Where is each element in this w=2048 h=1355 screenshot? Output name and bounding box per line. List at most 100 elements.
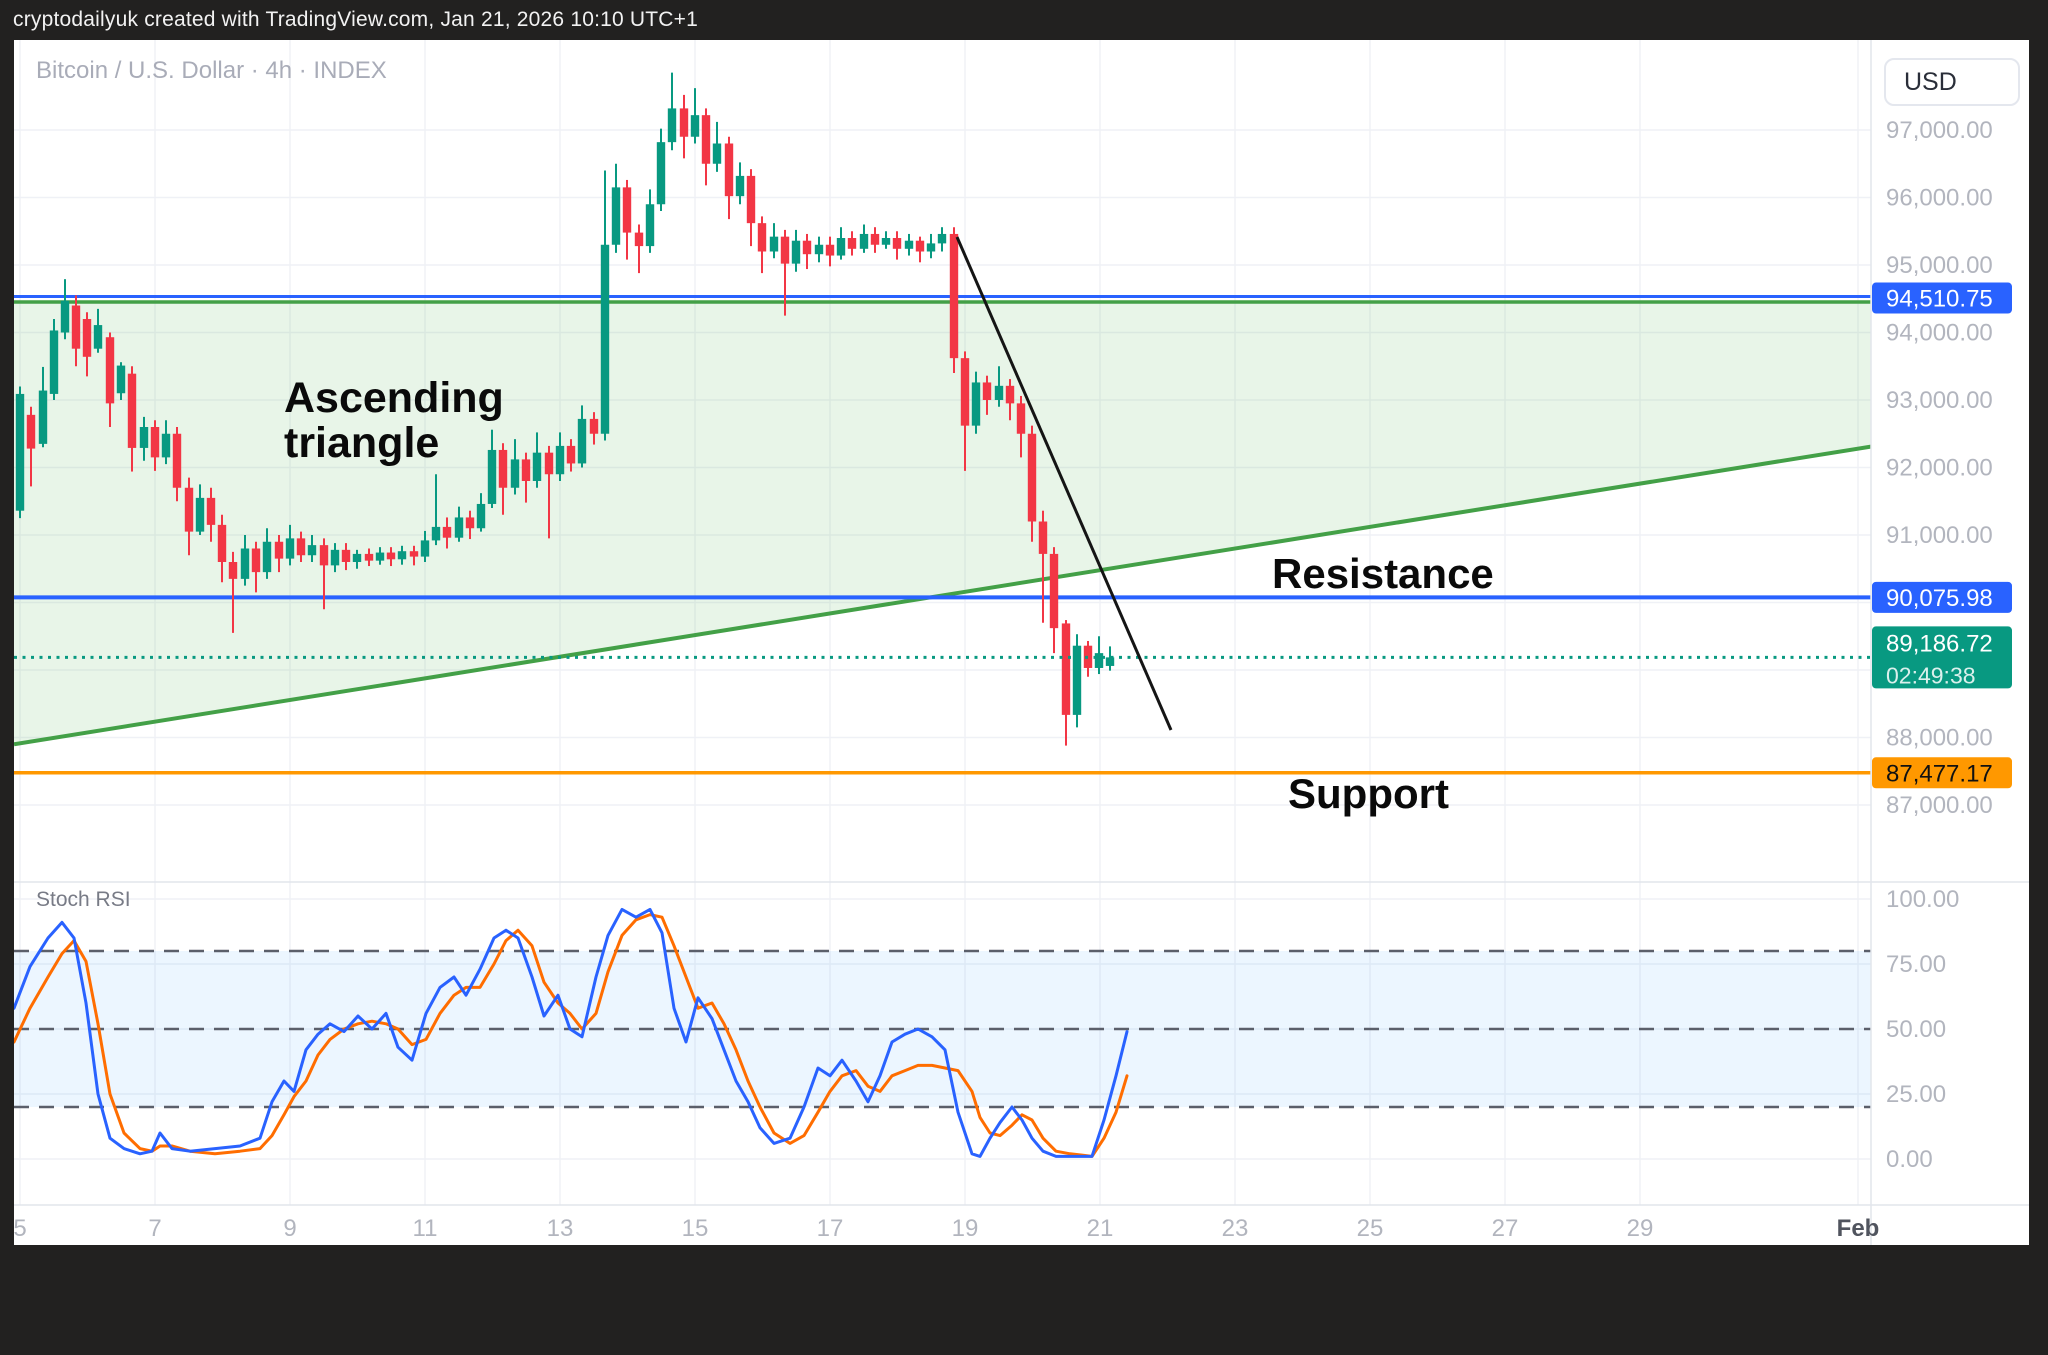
price-axis-label: 96,000.00 [1886,185,1993,212]
candle-body [420,540,430,557]
candle-body [352,553,362,562]
candle-body [577,418,587,464]
time-axis-label: 15 [682,1215,709,1242]
candle-body [375,552,385,561]
candle-body [442,526,452,538]
candle-body [476,503,486,529]
candle-body [116,365,126,394]
candle-body [195,497,205,532]
time-axis-label: 19 [952,1215,979,1242]
candle-body [386,552,396,560]
candle-body [1061,623,1071,715]
time-axis-label: 29 [1627,1215,1654,1242]
price-badge-label: 94,510.75 [1886,286,1993,313]
candle-body [498,449,508,488]
rsi-axis-label: 100.00 [1886,886,1959,913]
rsi-axis-label: 25.00 [1886,1081,1946,1108]
currency-button[interactable]: USD [1884,58,2020,106]
symbol-title: Bitcoin / U.S. Dollar · 4h · INDEX [36,57,387,84]
gridlines [14,40,1871,1205]
pattern-annotation-line2: triangle [284,419,440,468]
price-badge-label: 87,477.17 [1886,760,1993,787]
candle-body [454,517,464,538]
price-axis-label: 92,000.00 [1886,455,1993,482]
price-level-badge: 94,510.75 [1872,282,2012,314]
rsi-axis-label: 50.00 [1886,1016,1946,1043]
price-axis-label: 88,000.00 [1886,725,1993,752]
time-axis-label: 13 [547,1215,574,1242]
candle-body [1049,553,1059,629]
candle-body [757,223,767,252]
candle-body [431,526,441,541]
price-axis-label: 95,000.00 [1886,252,1993,279]
candle-body [105,337,115,404]
candle-body [701,115,711,164]
candle-body [1005,385,1015,404]
candle-body [735,175,745,197]
candle-body [949,233,959,359]
rsi-k-line [14,907,1129,1158]
price-badge-label: 90,075.98 [1886,585,1993,612]
candle-body [904,240,914,249]
price-axis-label: 91,000.00 [1886,522,1993,549]
candle-body [274,541,284,559]
stoch-rsi-pane [14,907,1871,1158]
candle-body [532,452,542,481]
candle-body [724,143,734,197]
candle-body [397,551,407,560]
candle-body [1072,645,1082,715]
candle-body [780,236,790,264]
candle-body [971,382,981,426]
candle-body [960,358,970,426]
resistance-annotation: Resistance [1272,550,1494,597]
time-axis-label: 5 [13,1215,26,1242]
candle-body [127,373,137,448]
time-axis-label: 11 [413,1215,438,1242]
price-axis-label: 94,000.00 [1886,320,1993,347]
candle-body [150,427,160,458]
candle-body [802,240,812,255]
price-axis-label: 97,000.00 [1886,117,1993,144]
candle-body [1027,433,1037,522]
candle-body [93,325,103,349]
chart-canvas[interactable] [14,40,2029,1245]
candle-body [791,240,801,264]
attribution-bar: cryptodailyuk created with TradingView.c… [0,0,2048,40]
candle-body [409,551,419,557]
candle-body [49,330,59,394]
candle-body [847,238,857,249]
candle-body [1016,403,1026,434]
candle-body [228,562,238,579]
candle-body [206,497,216,525]
price-axis-label: 93,000.00 [1886,387,1993,414]
candle-body [330,549,340,566]
price-level-badge: 87,477.17 [1872,757,2012,789]
rsi-axis-label: 0.00 [1886,1146,1933,1173]
candle-body [859,233,869,249]
ascending-triangle-drawing [14,300,1871,747]
candle-body [15,393,25,511]
candle-body [566,445,576,464]
time-axis-label: 9 [283,1215,296,1242]
candle-body [982,382,992,400]
candle-body [994,385,1004,400]
candle-body [26,414,36,449]
candle-body [307,545,317,556]
candle-body [814,244,824,255]
candle-body [836,238,846,256]
pattern-annotation: Ascending triangle [284,375,504,468]
candle-body [656,142,666,205]
candle-body [667,108,677,143]
candlestick-series [15,72,1115,746]
candle-body [172,433,182,488]
price-badge-bg [1872,757,2012,789]
candle-body [690,115,700,137]
attribution-text: cryptodailyuk created with TradingView.c… [13,8,699,31]
candle-body [645,204,655,247]
candle-body [161,433,171,458]
price-level-badge: 90,075.98 [1872,581,2012,613]
price-axis-label: 87,000.00 [1886,792,1993,819]
candle-body [341,549,351,562]
time-axis-label: 7 [148,1215,161,1242]
